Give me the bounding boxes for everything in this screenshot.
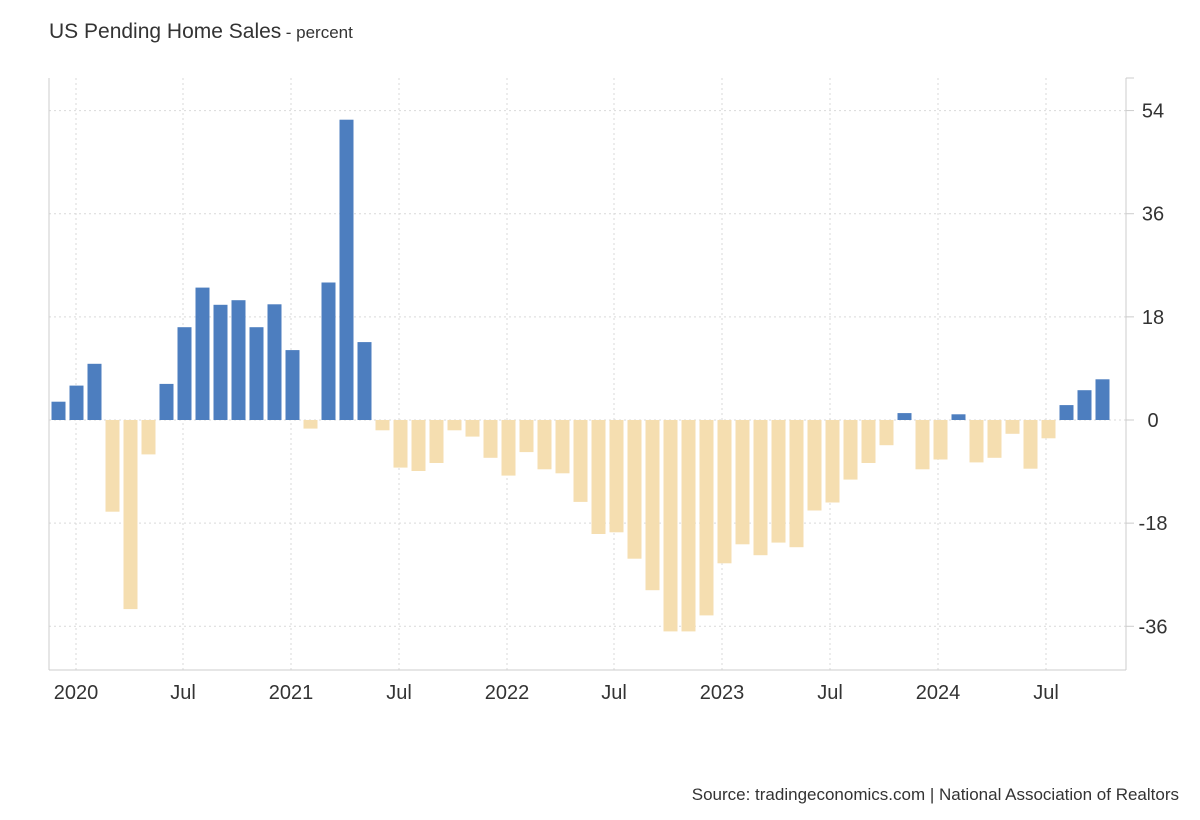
bar: Oct 2022: -29.7 bbox=[645, 420, 660, 591]
bar: Jan 2023: -34.1 bbox=[699, 420, 714, 616]
bar: Aug 2024: -3.2 bbox=[1041, 420, 1056, 439]
bar: Jan 2020: 3.2 bbox=[51, 401, 66, 420]
bar: Aug 2021: -8.3 bbox=[393, 420, 408, 468]
x-tick-label: Jul bbox=[386, 682, 412, 704]
bar: Mar 2024: 1 bbox=[951, 414, 966, 420]
bar: Jun 2023: -22.2 bbox=[789, 420, 804, 548]
x-tick-label: 2021 bbox=[269, 682, 314, 704]
bar: Dec 2021: -2.9 bbox=[465, 420, 480, 437]
bar: Feb 2022: -9.7 bbox=[501, 420, 516, 476]
bar: Jun 2021: 13.6 bbox=[357, 342, 372, 420]
bar: Jan 2022: -6.6 bbox=[483, 420, 498, 458]
bar: Aug 2022: -19.6 bbox=[609, 420, 624, 533]
bar: Jun 2024: -2.4 bbox=[1005, 420, 1020, 434]
bar: Mar 2022: -5.6 bbox=[519, 420, 534, 453]
bar: Sep 2023: -10.4 bbox=[843, 420, 858, 480]
y-tick-label: 36 bbox=[1142, 204, 1164, 226]
bar: Mar 2023: -21.7 bbox=[735, 420, 750, 545]
bar: May 2022: -9.3 bbox=[555, 420, 570, 474]
x-tick-label: 2020 bbox=[54, 682, 99, 704]
x-tick-label: 2023 bbox=[700, 682, 745, 704]
x-tick-label: Jul bbox=[1033, 682, 1059, 704]
bar: Feb 2023: -25 bbox=[717, 420, 732, 564]
x-tick-label: 2024 bbox=[916, 682, 961, 704]
bar: Apr 2023: -23.6 bbox=[753, 420, 768, 556]
bar: Mar 2020: 9.8 bbox=[87, 363, 102, 420]
bar: Oct 2020: 20.1 bbox=[213, 304, 228, 420]
y-tick-label: 18 bbox=[1142, 307, 1164, 329]
bar: May 2021: 52.4 bbox=[339, 119, 354, 420]
bar: Sep 2020: 23.1 bbox=[195, 287, 210, 420]
bar: Jun 2022: -14.3 bbox=[573, 420, 588, 502]
bar: Jan 2021: 20.2 bbox=[267, 304, 282, 420]
y-tick-label: 54 bbox=[1142, 101, 1164, 123]
bar: Jul 2022: -19.9 bbox=[591, 420, 606, 534]
bar: Sep 2024: 2.6 bbox=[1059, 405, 1074, 420]
y-tick-label: 0 bbox=[1147, 410, 1158, 432]
x-tick-label: Jul bbox=[601, 682, 627, 704]
bar: Nov 2023: -4.4 bbox=[879, 420, 894, 446]
bar: Apr 2020: -16 bbox=[105, 420, 120, 512]
bar: Apr 2024: -7.4 bbox=[969, 420, 984, 463]
bar: Sep 2022: -24.2 bbox=[627, 420, 642, 559]
bar: May 2020: -33 bbox=[123, 420, 138, 610]
bar: Feb 2020: 6 bbox=[69, 385, 84, 420]
chart-title-block: US Pending Home Sales - percent bbox=[49, 20, 353, 44]
y-tick-label: -18 bbox=[1139, 513, 1168, 535]
bar: Oct 2021: -7.5 bbox=[429, 420, 444, 463]
bar: Oct 2024: 5.2 bbox=[1077, 390, 1092, 420]
bar: Dec 2020: 16.2 bbox=[249, 327, 264, 420]
bar: Nov 2022: -36.9 bbox=[663, 420, 678, 632]
bar: Apr 2022: -8.6 bbox=[537, 420, 552, 470]
bar: Dec 2023: 1.2 bbox=[897, 413, 912, 420]
bar: May 2023: -21.4 bbox=[771, 420, 786, 543]
bar: Sep 2021: -8.9 bbox=[411, 420, 426, 471]
bar: undefined: 7.1 bbox=[1095, 379, 1110, 420]
bar: Nov 2021: -1.8 bbox=[447, 420, 462, 431]
bar: Jul 2023: -15.8 bbox=[807, 420, 822, 511]
source-attribution: Source: tradingeconomics.com | National … bbox=[691, 785, 1179, 804]
bar: Oct 2023: -7.5 bbox=[861, 420, 876, 463]
bar: Jul 2020: 6.3 bbox=[159, 383, 174, 420]
chart-title: US Pending Home Sales bbox=[49, 20, 282, 43]
bar: Nov 2020: 20.9 bbox=[231, 300, 246, 420]
bar: Jul 2021: -1.8 bbox=[375, 420, 390, 431]
x-tick-label: Jul bbox=[170, 682, 196, 704]
bar: Jul 2024: -8.5 bbox=[1023, 420, 1038, 469]
bar: Mar 2021: -1.5 bbox=[303, 420, 318, 429]
x-tick-label: Jul bbox=[817, 682, 843, 704]
bar: Feb 2021: 12.2 bbox=[285, 350, 300, 420]
bar: Dec 2022: -36.9 bbox=[681, 420, 696, 632]
bar: Aug 2023: -14.4 bbox=[825, 420, 840, 503]
y-tick-label: -36 bbox=[1139, 616, 1168, 638]
bar: May 2024: -6.6 bbox=[987, 420, 1002, 458]
bar: Feb 2024: -6.9 bbox=[933, 420, 948, 460]
bar: Aug 2020: 16.2 bbox=[177, 327, 192, 420]
bar: Jun 2020: -6 bbox=[141, 420, 156, 455]
x-tick-label: 2022 bbox=[485, 682, 530, 704]
bar: Jan 2024: -8.6 bbox=[915, 420, 930, 470]
chart-subtitle: - percent bbox=[285, 23, 353, 42]
bar: Apr 2021: 24 bbox=[321, 282, 336, 420]
